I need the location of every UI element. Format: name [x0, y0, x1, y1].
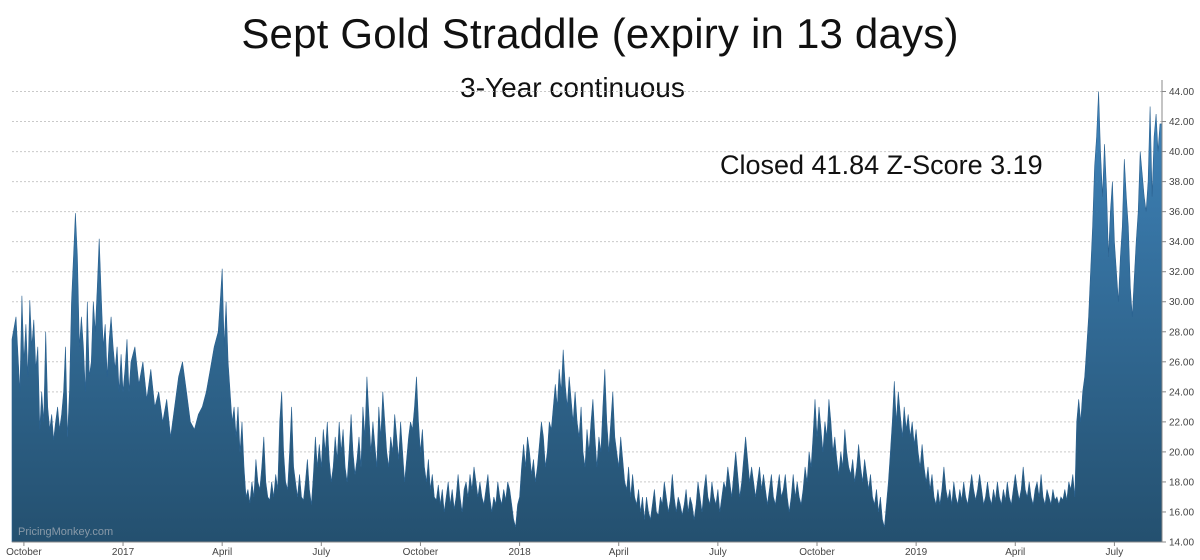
y-tick-label: 20.00	[1169, 447, 1194, 458]
y-tick-label: 26.00	[1169, 357, 1194, 368]
y-tick-label: 38.00	[1169, 177, 1194, 188]
x-tick-label: October	[799, 547, 835, 558]
x-tick-label: July	[1106, 547, 1124, 558]
x-tick-label: October	[403, 547, 439, 558]
y-tick-label: 36.00	[1169, 207, 1194, 218]
y-tick-label: 32.00	[1169, 267, 1194, 278]
watermark: PricingMonkey.com	[18, 526, 114, 538]
y-tick-label: 42.00	[1169, 117, 1194, 128]
series-area	[11, 91, 1163, 543]
x-tick-label: July	[709, 547, 727, 558]
axes: 14.00 16.00 18.00 20.00 22.00 24.00 26.00 28.00…	[6, 80, 1194, 558]
close-annotation: Closed 41.84 Z-Score 3.19	[720, 150, 1043, 180]
y-tick-label: 30.00	[1169, 297, 1194, 308]
y-tick-label: 28.00	[1169, 327, 1194, 338]
x-tick-label: 2017	[112, 547, 135, 558]
y-tick-label: 24.00	[1169, 387, 1194, 398]
y-tick-label: 18.00	[1169, 477, 1194, 488]
x-tick-label: 2018	[508, 547, 531, 558]
x-tick-label: July	[312, 547, 330, 558]
y-tick-label: 44.00	[1169, 87, 1194, 98]
y-tick-label: 16.00	[1169, 507, 1194, 518]
chart-subtitle: 3-Year continuous	[460, 72, 685, 103]
x-tick-label: April	[212, 547, 232, 558]
series-area-path	[11, 91, 1163, 543]
y-tick-label: 14.00	[1169, 538, 1194, 549]
y-tick-label: 40.00	[1169, 147, 1194, 158]
chart-title: Sept Gold Straddle (expiry in 13 days)	[241, 10, 959, 57]
x-tick-label: October	[6, 547, 42, 558]
x-tick-label: April	[609, 547, 629, 558]
x-tick-label: April	[1005, 547, 1025, 558]
y-tick-label: 34.00	[1169, 237, 1194, 248]
y-tick-label: 22.00	[1169, 417, 1194, 428]
x-tick-label: 2019	[905, 547, 928, 558]
